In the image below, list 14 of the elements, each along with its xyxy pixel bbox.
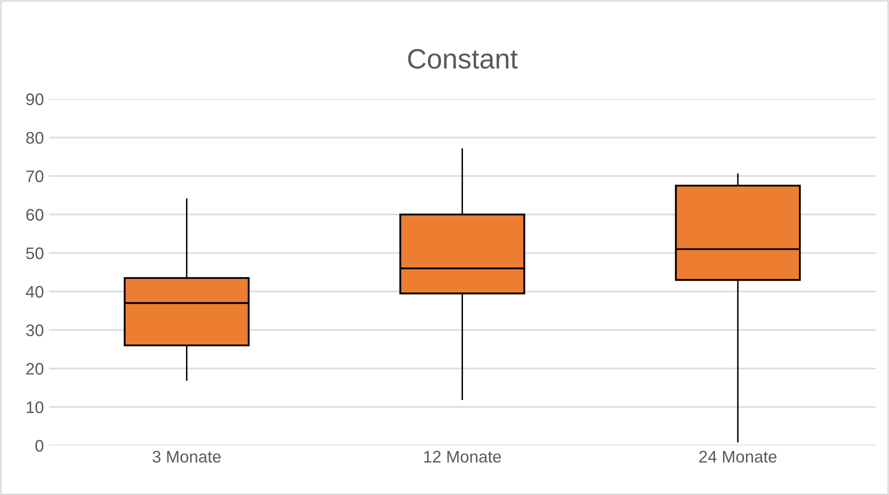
y-tick-label: 50 <box>26 247 44 260</box>
y-tick-label: 30 <box>26 324 44 336</box>
y-tick-label: 10 <box>26 401 44 414</box>
x-tick-label: 3 Monate <box>152 450 221 463</box>
x-tick-label: 24 Monate <box>699 450 777 463</box>
y-tick-label: 40 <box>26 286 44 298</box>
chart-title: Constant <box>408 49 518 69</box>
y-tick-label: 80 <box>26 132 44 144</box>
y-tick-label: 20 <box>26 362 44 375</box>
y-tick-label: 70 <box>26 170 44 182</box>
y-tick-label: 0 <box>35 440 44 452</box>
y-tick-label: 60 <box>26 208 44 221</box>
x-tick-label: 12 Monate <box>424 450 501 463</box>
y-tick-label: 90 <box>26 93 44 106</box>
